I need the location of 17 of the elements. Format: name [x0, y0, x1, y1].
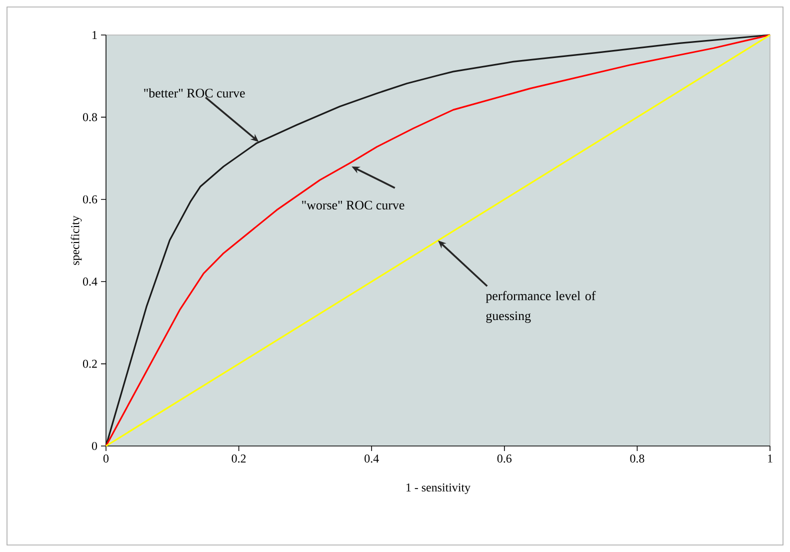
x-tick-label: 0.8: [630, 454, 644, 463]
annotation: "better" ROC curve: [144, 88, 245, 98]
y-axis-title: specificity: [70, 216, 82, 265]
x-tick-label: 0.6: [497, 454, 512, 463]
x-tick-label: 0.2: [232, 454, 246, 463]
y-tick-label: 0: [92, 442, 98, 450]
y-tick-label: 1: [92, 31, 97, 39]
y-tick-label: 0.4: [82, 278, 98, 286]
x-tick-label: 0: [103, 454, 109, 463]
x-tick-label: 0.4: [364, 454, 379, 463]
y-tick-label: 0.8: [82, 113, 98, 122]
y-tick-label: 0.2: [82, 360, 97, 368]
annotation: "worse" ROC curve: [302, 200, 404, 210]
annotation: performance level of guessing: [486, 291, 596, 323]
y-tick-label: 0.6: [82, 195, 98, 204]
x-tick-label: 1: [768, 454, 772, 462]
x-axis-title: 1 - sensitivity: [406, 483, 471, 494]
